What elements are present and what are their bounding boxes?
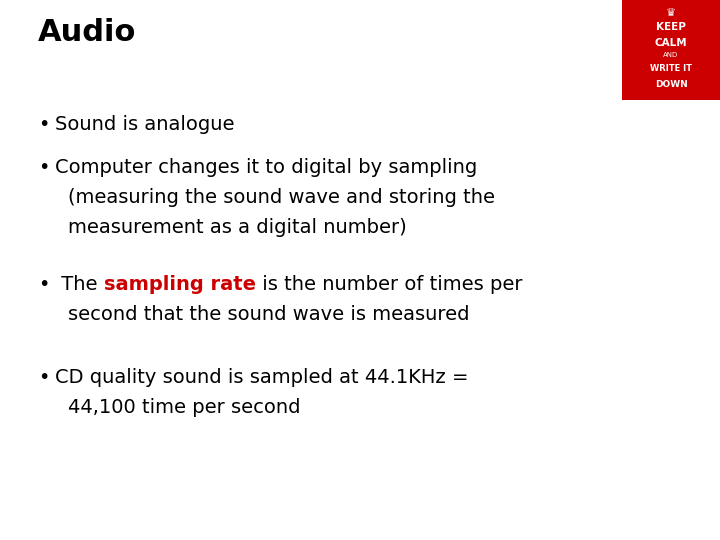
- Text: second that the sound wave is measured: second that the sound wave is measured: [68, 305, 469, 324]
- Text: sampling rate: sampling rate: [104, 275, 256, 294]
- Text: The: The: [55, 275, 104, 294]
- Text: CALM: CALM: [654, 38, 688, 48]
- Text: WRITE IT: WRITE IT: [650, 64, 692, 73]
- Text: AND: AND: [663, 52, 679, 58]
- Text: •: •: [38, 115, 50, 134]
- Text: DOWN: DOWN: [654, 80, 688, 89]
- Text: CD quality sound is sampled at 44.1KHz =: CD quality sound is sampled at 44.1KHz =: [55, 368, 469, 387]
- Text: Audio: Audio: [38, 18, 136, 47]
- Text: •: •: [38, 368, 50, 387]
- Text: measurement as a digital number): measurement as a digital number): [68, 218, 407, 237]
- Text: ♛: ♛: [666, 8, 676, 18]
- Text: Sound is analogue: Sound is analogue: [55, 115, 235, 134]
- Text: 44,100 time per second: 44,100 time per second: [68, 398, 300, 417]
- Text: •: •: [38, 275, 50, 294]
- FancyBboxPatch shape: [622, 0, 720, 100]
- Text: •: •: [38, 158, 50, 177]
- Text: KEEP: KEEP: [656, 22, 686, 32]
- Text: Computer changes it to digital by sampling: Computer changes it to digital by sampli…: [55, 158, 477, 177]
- Text: is the number of times per: is the number of times per: [256, 275, 522, 294]
- Text: (measuring the sound wave and storing the: (measuring the sound wave and storing th…: [68, 188, 495, 207]
